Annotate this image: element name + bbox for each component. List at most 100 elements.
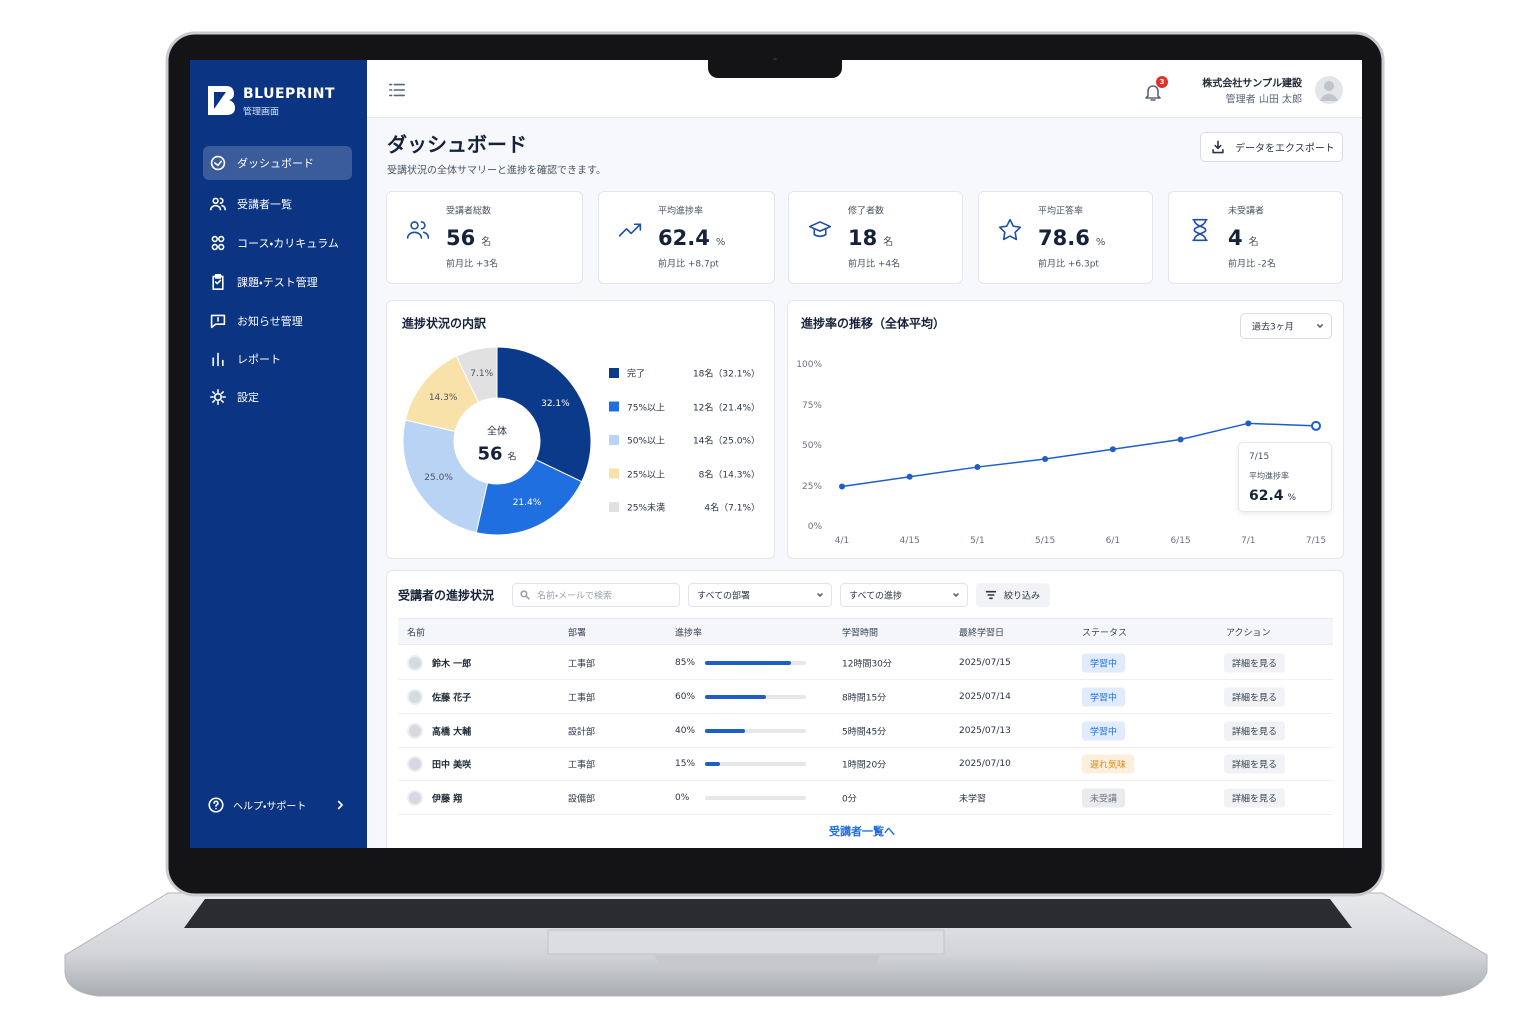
nav-item[interactable]: レポート — [237, 353, 281, 366]
nav-item[interactable]: 課題・テスト管理 — [237, 276, 318, 289]
action-button[interactable]: 詳細を見る — [1224, 687, 1286, 707]
export-label[interactable]: データをエクスポート — [1235, 143, 1335, 155]
footer-link[interactable]: 受講者一覧へ — [829, 825, 895, 838]
filter-button-label[interactable]: 絞り込み — [1004, 591, 1041, 602]
kpi-value-row: 78.6% — [1038, 226, 1105, 250]
column-header: 学習時間 — [842, 628, 879, 639]
status-pill: 遅れ気味 — [1082, 754, 1135, 774]
line-card — [787, 300, 1344, 559]
last-study: 2025/07/10 — [959, 759, 1011, 770]
legend-swatch — [609, 401, 619, 412]
last-study: 2025/07/15 — [959, 658, 1011, 668]
tooltip — [1238, 442, 1332, 512]
filter-select[interactable] — [688, 583, 832, 607]
nav-item[interactable]: お知らせ管理 — [237, 315, 303, 328]
x-tick-label: 6/1 — [1105, 536, 1121, 546]
period-label[interactable]: 過去3ヶ月 — [1252, 322, 1294, 333]
nav-item[interactable]: ダッシュボード — [237, 157, 314, 170]
slice-label: 25.0% — [424, 472, 453, 483]
icon — [520, 590, 530, 600]
y-tick-label: 0% — [807, 522, 822, 532]
progress-label: 85% — [675, 658, 696, 668]
search-placeholder[interactable]: 名前・メールで検索 — [537, 591, 613, 602]
legend-swatch — [609, 502, 619, 512]
icon — [210, 314, 226, 329]
column-header: 部署 — [568, 628, 587, 639]
sidebar — [190, 60, 367, 848]
filter-label[interactable]: すべての部署 — [697, 591, 751, 602]
kpi-change: 前月比 +6.3pt — [1038, 259, 1099, 270]
icon — [210, 389, 227, 406]
filter-select[interactable] — [840, 583, 968, 607]
trackpad — [547, 929, 945, 955]
slice-label: 32.1% — [541, 399, 570, 410]
icon — [1317, 324, 1323, 328]
kpi-label: 受講者総数 — [446, 206, 492, 217]
icon — [212, 352, 224, 367]
x-tick-label: 4/15 — [899, 536, 920, 546]
kpi-value-row: 56 名 — [446, 226, 491, 250]
legend-label: 50%以上 — [627, 436, 666, 447]
export-button[interactable] — [1200, 132, 1343, 162]
y-tick-label: 25% — [801, 481, 822, 492]
study-time: 8時間15分 — [842, 693, 887, 704]
table-head — [398, 618, 1333, 645]
column-header: ステータス — [1082, 628, 1128, 639]
kpi-unit: 名 — [1248, 237, 1259, 248]
nav-item[interactable]: 設定 — [237, 391, 259, 404]
period-select[interactable] — [1240, 313, 1332, 339]
kpi-label: 修了者数 — [848, 206, 885, 217]
study-time: 1時間20分 — [842, 760, 887, 771]
pie-center-unit: 名 — [507, 452, 517, 463]
slice-label: 21.4% — [512, 498, 542, 509]
legend-label: 25%未満 — [627, 503, 666, 514]
row-avatar — [407, 655, 423, 671]
nav-item[interactable]: 受講者一覧 — [237, 198, 292, 211]
search-box[interactable] — [512, 583, 680, 607]
progress-track — [705, 762, 806, 767]
trend-point — [1245, 420, 1252, 427]
filter-label[interactable]: すべての進捗 — [849, 591, 903, 602]
icon — [1192, 218, 1208, 242]
icon — [337, 800, 343, 810]
status-pill: 未受講 — [1082, 788, 1126, 808]
pie-center-value: 56 — [477, 443, 503, 465]
brand: BLUEPRINT — [243, 86, 336, 102]
progress-label: 40% — [675, 725, 696, 736]
kpi-value: 56 — [446, 226, 476, 250]
icon — [210, 197, 227, 211]
action-button[interactable]: 詳細を見る — [1224, 653, 1286, 673]
student-name: 高橋 大輔 — [432, 727, 472, 737]
slice-label: 7.1% — [470, 368, 494, 379]
icon — [618, 223, 642, 237]
action-button[interactable]: 詳細を見る — [1224, 788, 1286, 808]
kpi-value: 4 — [1228, 226, 1243, 250]
y-tick-label: 100% — [796, 360, 822, 370]
tooltip-date: 7/15 — [1249, 452, 1270, 462]
trend-point — [1311, 420, 1321, 431]
icon — [998, 218, 1022, 241]
nav-item[interactable]: コース・カリキュラム — [237, 237, 339, 250]
kpi-unit: % — [1095, 237, 1106, 248]
help-link[interactable]: ヘルプ・サポート — [233, 801, 307, 813]
notification-badge — [1156, 76, 1168, 88]
icon — [210, 155, 226, 171]
progress-label: 60% — [675, 691, 696, 702]
action-button[interactable]: 詳細を見る — [1224, 754, 1286, 774]
kpi-card — [598, 191, 775, 284]
x-tick-label: 7/1 — [1241, 536, 1256, 546]
table-card — [386, 570, 1344, 848]
progress-track — [705, 796, 806, 800]
action-button[interactable]: 詳細を見る — [1224, 721, 1286, 740]
row-avatar — [407, 756, 423, 773]
chart-title: 進捗率の推移（全体平均） — [801, 316, 946, 331]
column-header: 名前 — [407, 628, 426, 639]
row-avatar — [407, 722, 423, 739]
pie-slice — [455, 346, 498, 403]
icon — [208, 797, 224, 813]
legend-swatch — [609, 468, 619, 479]
legend-swatch — [609, 435, 619, 445]
department: 設備部 — [568, 794, 596, 805]
trend-point — [839, 483, 845, 490]
pie-center-row: 56 名 — [477, 444, 516, 465]
